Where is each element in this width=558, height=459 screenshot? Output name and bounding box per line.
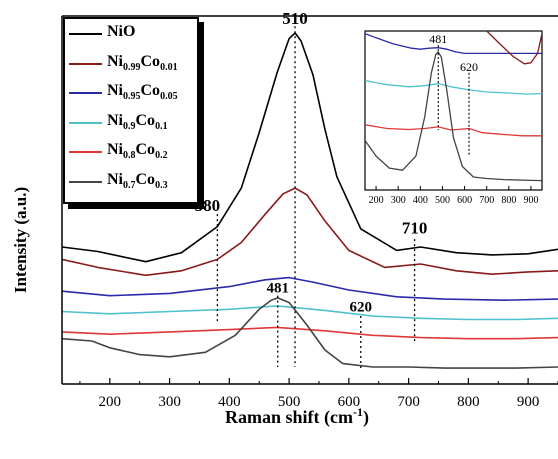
legend-label-base2: Co [135, 141, 156, 158]
inset-series-line-4 [365, 51, 542, 182]
legend-label: Ni0.95Co0.05 [107, 82, 178, 102]
legend-label-sub1: 0.7 [123, 179, 136, 191]
x-tick-label-500: 500 [278, 394, 301, 410]
legend-swatch [69, 33, 102, 35]
legend-label-sub2: 0.1 [155, 120, 168, 132]
series-line-4 [62, 326, 558, 340]
legend-item: Ni0.99Co0.01 [69, 51, 197, 77]
annotation-label-620: 620 [350, 300, 373, 316]
legend-item: Ni0.95Co0.05 [69, 80, 197, 106]
inset-x-tick-label-800: 800 [501, 195, 516, 206]
x-axis-unit: (cm [324, 407, 353, 427]
legend-label-sub1: 0.95 [123, 91, 141, 103]
inset-x-tick-label-400: 400 [413, 195, 428, 206]
legend-label-sub2: 0.2 [155, 150, 168, 162]
inset-annotation-label-620: 620 [460, 60, 478, 74]
legend-swatch [69, 92, 102, 94]
legend-swatch [69, 121, 102, 124]
legend-label-base2: Co [140, 82, 161, 99]
inset-x-tick-label-500: 500 [435, 195, 450, 206]
legend-label-base1: Ni [107, 170, 123, 188]
legend-label-sub1: 0.99 [123, 61, 141, 73]
legend-label-base1: NiO [107, 23, 136, 40]
inset-series-line-3 [365, 124, 542, 137]
series-line-1 [62, 187, 558, 277]
legend-label: Ni0.7Co0.3 [107, 171, 168, 191]
inset-x-tick-label-700: 700 [479, 195, 494, 206]
legend-label-base1: Ni [107, 141, 123, 158]
inset-series-line-1 [486, 31, 542, 65]
inset-x-tick-label-600: 600 [457, 195, 472, 206]
legend-label-base2: Co [135, 111, 156, 129]
legend-label: Ni0.99Co0.01 [107, 53, 178, 73]
x-tick-label-300: 300 [158, 394, 181, 410]
series-line-5 [62, 297, 558, 369]
legend-swatch [69, 62, 102, 65]
inset-series-line-0 [365, 32, 542, 55]
legend-label-sub1: 0.8 [123, 150, 136, 162]
inset-series-line-2 [365, 79, 542, 95]
inset-x-tick-label-900: 900 [523, 195, 538, 206]
y-axis-label-wrap: Intensity (a.u.) [6, 150, 36, 330]
legend-item: Ni0.8Co0.2 [69, 139, 197, 165]
inset-series-group [365, 31, 542, 182]
legend-label-base1: Ni [107, 111, 123, 129]
x-tick-label-900: 900 [517, 394, 540, 410]
legend-item: Ni0.9Co0.1 [69, 110, 197, 136]
legend-label-base1: Ni [107, 52, 123, 70]
legend-label-base2: Co [135, 170, 156, 188]
x-axis-label: Raman shift (cm-1) [225, 405, 369, 428]
inset-x-tick-label-300: 300 [391, 195, 406, 206]
legend-item: NiO [69, 21, 197, 47]
inset-annotation-label-481: 481 [429, 32, 447, 46]
legend-label-sub2: 0.3 [155, 179, 168, 191]
legend-label-base1: Ni [107, 82, 123, 99]
inset-x-tick-label-200: 200 [369, 195, 384, 206]
legend-item: Ni0.7Co0.3 [69, 169, 197, 195]
annotation-label-481: 481 [266, 280, 289, 296]
annotation-label-380: 380 [195, 196, 221, 215]
legend-label-sub2: 0.01 [160, 61, 178, 73]
legend-label-sub2: 0.05 [160, 91, 178, 103]
legend: NiO Ni0.99Co0.01 Ni0.95Co0.05 Ni0.9Co0.1 Ni0… [63, 17, 199, 204]
legend-label-sub1: 0.9 [123, 120, 136, 132]
legend-swatch [69, 180, 102, 183]
series-line-3 [62, 305, 558, 321]
x-tick-label-700: 700 [397, 394, 420, 410]
annotation-label-510: 510 [282, 9, 308, 28]
series-line-2 [62, 276, 558, 301]
legend-label: Ni0.8Co0.2 [107, 141, 168, 161]
x-axis-unit-close: ) [363, 407, 369, 427]
annotation-label-710: 710 [402, 218, 428, 237]
main-series-group [62, 32, 558, 369]
x-tick-label-600: 600 [338, 394, 361, 410]
inset-frame [364, 30, 543, 191]
x-tick-label-200: 200 [99, 394, 122, 410]
x-tick-label-800: 800 [457, 394, 480, 410]
legend-label-base2: Co [140, 52, 161, 70]
legend-swatch [69, 151, 102, 153]
series-line-0 [62, 32, 558, 263]
x-tick-label-400: 400 [218, 394, 241, 410]
x-axis-label-text: Raman shift [225, 407, 320, 427]
x-axis-unit-exponent: -1 [353, 405, 363, 419]
y-axis-label: Intensity (a.u.) [11, 186, 30, 294]
legend-label: NiO [107, 23, 135, 41]
legend-label: Ni0.9Co0.1 [107, 112, 168, 132]
